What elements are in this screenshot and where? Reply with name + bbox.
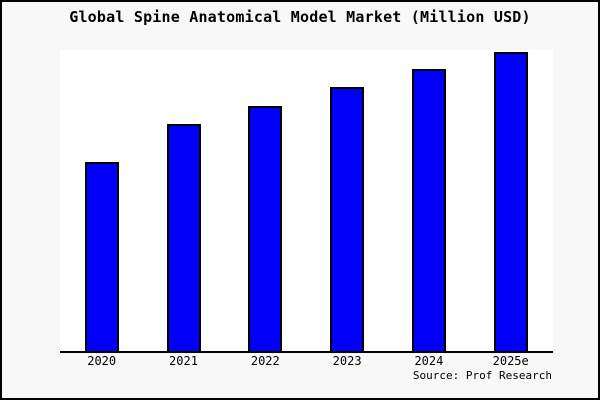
- x-tick-label-2024: 2024: [414, 354, 444, 368]
- bar-2024: [411, 69, 446, 351]
- source-credit: Source: Prof Research: [412, 369, 552, 382]
- x-tick-label-2020: 2020: [87, 354, 117, 368]
- x-tick-label-2022: 2022: [250, 354, 280, 368]
- x-tick-label-2021: 2021: [169, 354, 198, 368]
- bar-2022: [248, 106, 283, 351]
- bar-2020: [84, 162, 119, 351]
- bar-2025e: [493, 52, 528, 351]
- bar-2021: [166, 124, 201, 351]
- plot-area: [60, 50, 553, 353]
- x-tick-label-2025e: 2025e: [492, 354, 529, 368]
- chart-title: Global Spine Anatomical Model Market (Mi…: [69, 8, 531, 26]
- x-tick-label-2023: 2023: [332, 354, 362, 368]
- bar-2023: [330, 87, 365, 351]
